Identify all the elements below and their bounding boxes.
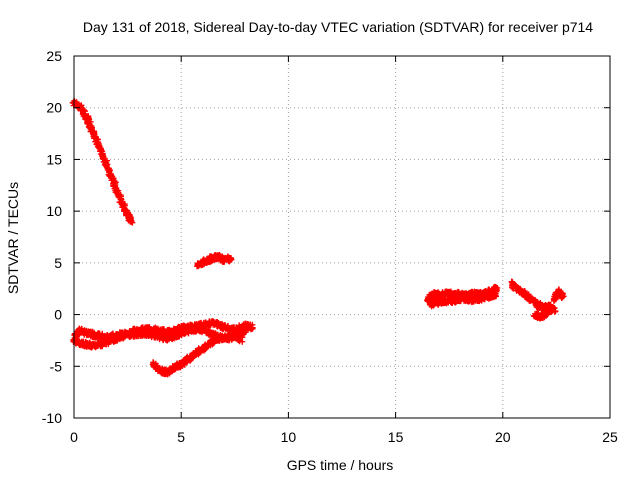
y-tick-label: 0 [54, 307, 62, 323]
x-tick-label: 5 [177, 429, 185, 445]
data-point [552, 308, 559, 315]
y-tick-labels: -10 -5 0 5 10 15 20 25 [42, 48, 62, 426]
plot-frame [73, 55, 611, 419]
data-point [239, 334, 246, 341]
x-tick-label: 15 [388, 429, 404, 445]
data-point [494, 284, 501, 291]
data-point [249, 325, 256, 332]
data-point [128, 217, 135, 224]
y-tick-label: -10 [42, 410, 62, 426]
data-point [226, 257, 233, 264]
x-tick-label: 25 [602, 429, 618, 445]
gridlines [74, 56, 610, 418]
y-tick-label: -5 [50, 358, 63, 374]
series-arc-2 [194, 252, 235, 270]
y-tick-label: 15 [46, 151, 62, 167]
axis-ticks [73, 55, 611, 419]
series-arc-9 [530, 304, 559, 322]
y-tick-label: 20 [46, 100, 62, 116]
data-point [559, 290, 566, 297]
data-point [492, 293, 499, 300]
series-arc-10 [550, 286, 567, 304]
data-series [69, 97, 567, 378]
y-tick-label: 10 [46, 203, 62, 219]
x-tick-label: 0 [70, 429, 78, 445]
y-tick-label: 5 [54, 255, 62, 271]
x-tick-label: 10 [281, 429, 297, 445]
data-point [247, 321, 254, 328]
series-arc-7 [426, 288, 499, 310]
x-tick-labels: 0 5 10 15 20 25 [70, 429, 618, 445]
data-point [97, 145, 104, 152]
x-tick-label: 20 [495, 429, 511, 445]
data-point [558, 294, 565, 301]
data-point [241, 327, 248, 334]
series-arc-1 [69, 97, 136, 226]
x-axis-label: GPS time / hours [287, 457, 394, 473]
series-arc-8 [508, 278, 554, 314]
data-point [549, 304, 556, 311]
series-arc-5 [149, 331, 246, 378]
data-point [121, 201, 128, 208]
data-point [551, 308, 558, 315]
y-tick-label: 25 [46, 48, 62, 64]
chart-title: Day 131 of 2018, Sidereal Day-to-day VTE… [83, 19, 593, 35]
y-axis-label: SDTVAR / TECUs [5, 182, 21, 294]
